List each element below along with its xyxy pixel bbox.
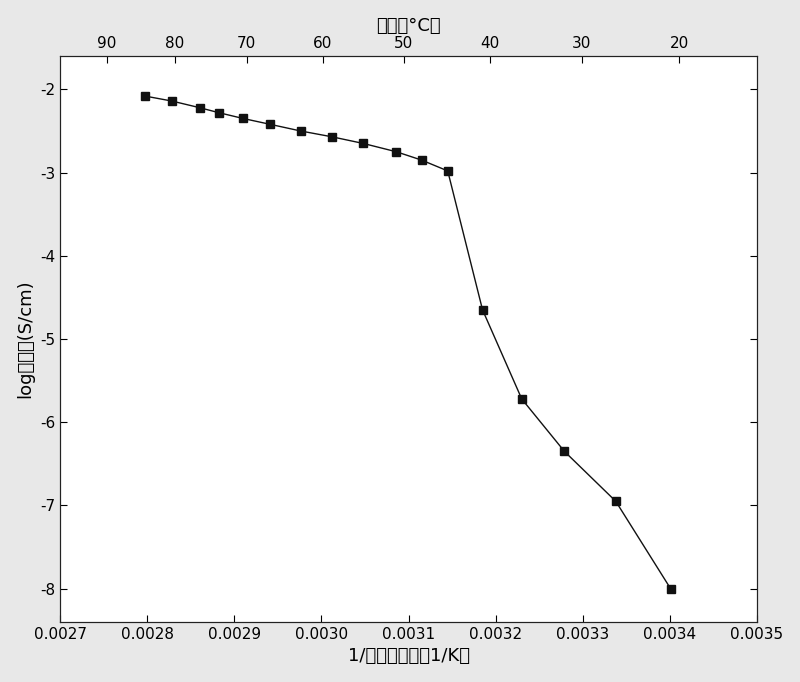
X-axis label: 1/热力学温度（1/K）: 1/热力学温度（1/K） [347, 647, 470, 666]
Y-axis label: log电导率(S/cm): log电导率(S/cm) [17, 280, 34, 398]
X-axis label: 温度（°C）: 温度（°C） [376, 16, 441, 35]
